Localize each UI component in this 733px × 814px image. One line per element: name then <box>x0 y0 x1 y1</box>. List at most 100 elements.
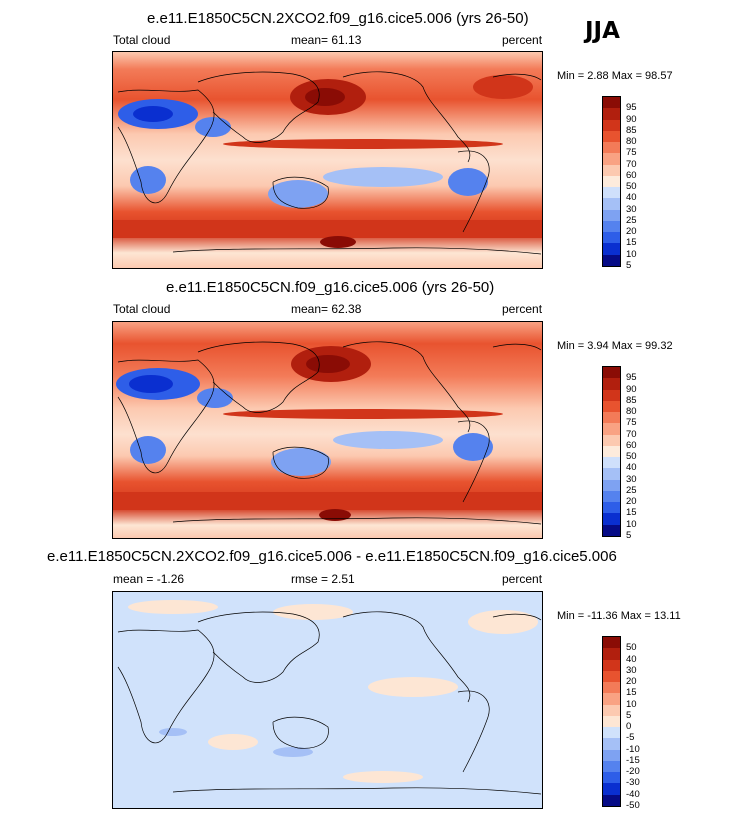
panel3-negative-south-pacific <box>273 747 313 757</box>
panel3-colorbar-swatch <box>603 727 620 739</box>
panel2-minmax: Min = 3.94 Max = 99.32 <box>557 340 673 352</box>
panel3-colorbar-swatch <box>603 783 620 796</box>
panel1-colorbar-swatch <box>603 142 620 154</box>
panel3-colorbar-label: 40 <box>626 653 637 665</box>
panel2-colorbar-swatch <box>603 412 620 424</box>
panel1-variable-label: Total cloud <box>113 33 171 47</box>
panel1-colorbar-swatch <box>603 187 620 199</box>
panel3-positive-central-pacific <box>368 677 458 697</box>
panel2-colorbar-swatch <box>603 524 620 537</box>
panel1-southern-africa-low-cloud <box>130 166 166 194</box>
panel1-south-america-low-cloud <box>448 168 488 196</box>
panel2-colorbar-label: 90 <box>626 383 637 395</box>
panel1-colorbar-label: 5 <box>626 260 632 271</box>
panel1-sahara-core <box>133 106 173 122</box>
panel3-colorbar-label: 5 <box>626 709 632 721</box>
panel3-colorbar-swatch <box>603 670 620 683</box>
panel3-colorbar-label: -50 <box>626 800 640 811</box>
panel2-colorbar-swatch <box>603 445 620 458</box>
panel2-colorbar-label: 60 <box>626 439 637 451</box>
panel2-coastlines <box>117 341 542 525</box>
panel1-colorbar-swatch <box>603 97 620 109</box>
panel3-colorbar-swatch <box>603 738 620 751</box>
panel3-colorbar-label: -5 <box>626 732 635 744</box>
panel3-colorbar-label: -15 <box>626 754 640 766</box>
panel3-colorbar <box>602 636 621 807</box>
panel2-southern-ocean-band <box>113 492 542 510</box>
panel1-colorbar-swatch <box>603 220 620 233</box>
panel2-colorbar-swatch <box>603 367 620 379</box>
panel2-colorbar-label: 75 <box>626 417 637 429</box>
panel1-colorbar-swatch <box>603 130 620 143</box>
panel2-title: e.e11.E1850C5CN.f09_g16.cice5.006 (yrs 2… <box>166 279 495 296</box>
panel3-colorbar-swatch <box>603 749 620 762</box>
panel2-map <box>112 321 543 539</box>
panel3-negative-south-atlantic <box>159 728 187 736</box>
panel2-colorbar-swatch <box>603 479 620 492</box>
panel1-australia-low-cloud <box>268 180 328 208</box>
panel3-colorbar-label: 0 <box>626 721 632 733</box>
panel3-colorbar-label: 10 <box>626 698 637 710</box>
panel2-colorbar-label: 85 <box>626 394 637 406</box>
panel2-colorbar-label: 10 <box>626 518 637 530</box>
panel3-colorbar-label: 50 <box>626 642 637 654</box>
panel3-coastlines <box>117 611 542 795</box>
panel3-positive-arctic <box>128 600 218 614</box>
panel1-minmax: Min = 2.88 Max = 98.57 <box>557 70 673 82</box>
panel1-mean-label: mean= 61.13 <box>291 33 362 47</box>
panel1-colorbar-label: 85 <box>626 124 637 136</box>
panel1-colorbar-swatch <box>603 175 620 188</box>
panel1-colorbar-swatch <box>603 243 620 256</box>
panel3-units-label: percent <box>502 572 543 586</box>
panel2-colorbar-swatch <box>603 502 620 514</box>
panel1-colorbar-swatch <box>603 153 620 166</box>
panel3-colorbar-label: -10 <box>626 743 640 755</box>
panel1-colorbar-label: 90 <box>626 113 637 125</box>
panel2-colorbar-label: 15 <box>626 507 637 519</box>
panel2-colorbar-swatch <box>603 400 620 413</box>
panel3-map <box>112 591 543 809</box>
panel2-colorbar-swatch <box>603 434 620 447</box>
panel2-itcz <box>223 409 503 419</box>
panel2-mean-label: mean= 62.38 <box>291 302 362 316</box>
panel1-colorbar-label: 75 <box>626 147 637 159</box>
panel1-colorbar-label: 10 <box>626 248 637 260</box>
panel1-map <box>112 51 543 269</box>
panel2-units-label: percent <box>502 302 543 316</box>
panel1-subtropical-pacific <box>323 167 443 187</box>
panel1-colorbar-label: 30 <box>626 203 637 215</box>
panel3-colorbar-label: 15 <box>626 687 637 699</box>
panel2-sahara-core <box>129 375 173 393</box>
panel3-map-svg <box>113 592 542 808</box>
panel1-antarctic-peak <box>320 236 356 248</box>
panel3-colorbar-swatch <box>603 637 620 649</box>
panel3-colorbar-swatch <box>603 715 620 728</box>
panel1-colorbar-swatch <box>603 108 620 121</box>
panel3-positive-indian-ocean <box>208 734 258 750</box>
panel1-colorbar-label: 60 <box>626 169 637 181</box>
panel2-colorbar-swatch <box>603 468 620 481</box>
panel2-southern-africa-low-cloud <box>130 436 166 464</box>
panel3-colorbar-swatch <box>603 704 620 717</box>
panel2-colorbar-label: 40 <box>626 462 637 474</box>
panel2-colorbar-label: 30 <box>626 473 637 485</box>
panel2-colorbar-label: 25 <box>626 484 637 496</box>
panel3-positive-north-atlantic <box>468 610 538 634</box>
panel1-coastlines <box>117 71 542 255</box>
panel2-colorbar-label: 70 <box>626 428 637 440</box>
panel3-colorbar-label: -30 <box>626 777 640 789</box>
season-label: JJA <box>585 18 620 44</box>
panel1-north-atlantic-cloud <box>473 75 533 99</box>
panel3-colorbar-swatch <box>603 772 620 784</box>
panel3-colorbar-swatch <box>603 682 620 694</box>
panel2-antarctic-peak <box>319 509 351 521</box>
panel1-colorbar-label: 20 <box>626 226 637 238</box>
panel2-colorbar-label: 95 <box>626 372 637 384</box>
panel3-title: e.e11.E1850C5CN.2XCO2.f09_g16.cice5.006 … <box>47 548 617 565</box>
panel2-australia-low-cloud <box>271 448 331 476</box>
panel2-subtropical-pacific <box>333 431 443 449</box>
panel1-colorbar-swatch <box>603 198 620 211</box>
panel3-colorbar-swatch <box>603 648 620 661</box>
panel1-colorbar-label: 25 <box>626 214 637 226</box>
panel3-colorbar-swatch <box>603 760 620 773</box>
